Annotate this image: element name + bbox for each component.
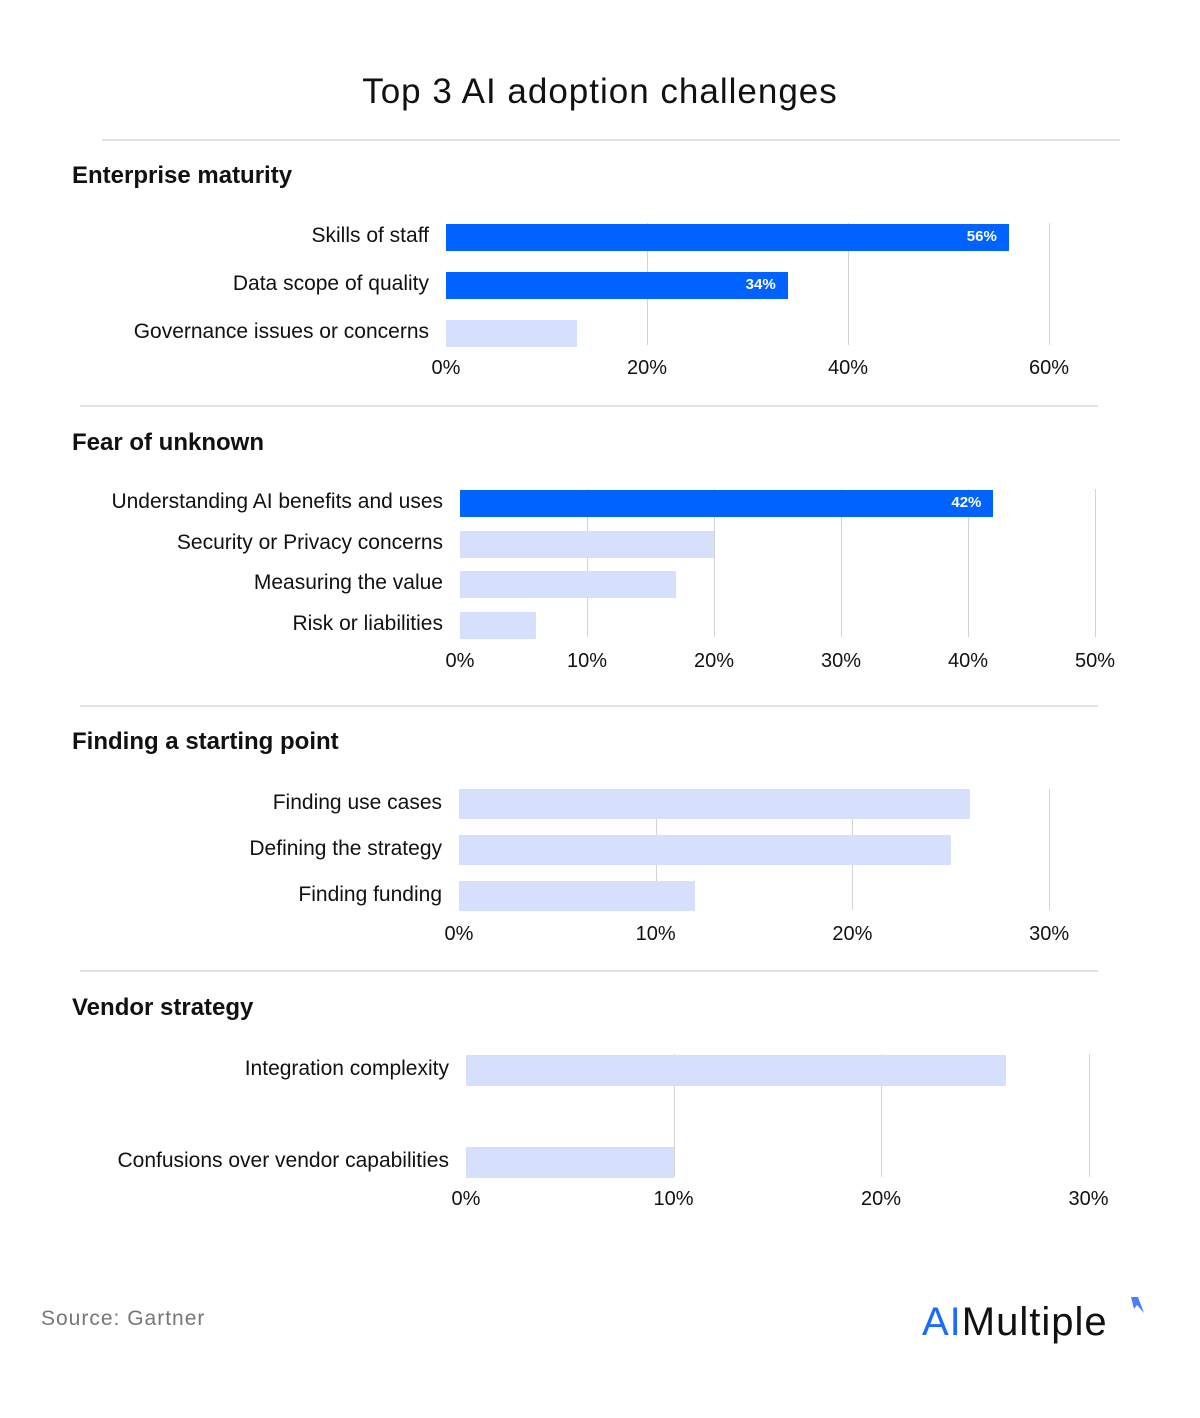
x-tick-label: 50%: [1074, 650, 1116, 672]
category-label: Integration complexity: [244, 1057, 449, 1080]
gridline: [673, 1054, 675, 1177]
logo-multiple: Multiple: [961, 1300, 1108, 1344]
gridline: [587, 489, 588, 637]
x-tick-label: 20%: [693, 650, 735, 672]
x-tick-label: 20%: [832, 923, 873, 945]
gridline: [714, 489, 715, 637]
x-tick-label: 0%: [445, 650, 475, 672]
panel-heading: Fear of unknown: [72, 429, 264, 456]
x-tick-label: 10%: [635, 923, 676, 945]
x-tick-label: 40%: [947, 650, 989, 672]
bar: [459, 835, 951, 865]
bar: [459, 789, 971, 819]
gridline: [841, 489, 842, 637]
category-label: Data scope of quality: [232, 272, 429, 295]
bar: [446, 271, 788, 299]
category-label: Finding funding: [298, 883, 442, 906]
x-tick-label: 0%: [431, 357, 461, 379]
panel-divider: [80, 405, 1098, 407]
panel-divider: [80, 705, 1098, 707]
category-label: Confusions over vendor capabilities: [117, 1149, 449, 1172]
chart-title: Top 3 AI adoption challenges: [362, 72, 838, 111]
bar: [466, 1146, 674, 1178]
gridline: [848, 223, 849, 345]
x-tick-label: 10%: [653, 1188, 694, 1210]
category-label: Finding use cases: [272, 791, 442, 814]
category-label: Understanding AI benefits and uses: [111, 490, 443, 513]
x-tick-label: 30%: [820, 650, 862, 672]
gridline: [1088, 1054, 1090, 1177]
bar: [446, 319, 577, 347]
bar: [466, 1054, 1006, 1086]
bar: [460, 530, 714, 558]
x-tick-label: 0%: [451, 1188, 481, 1210]
gridline: [1049, 223, 1050, 345]
data-label: 56%: [966, 228, 997, 245]
category-label: Measuring the value: [253, 571, 443, 594]
gridline: [1095, 489, 1096, 637]
bar: [460, 489, 994, 517]
x-tick-label: 40%: [827, 357, 869, 379]
x-tick-label: 30%: [1068, 1188, 1109, 1210]
gridline: [968, 489, 969, 637]
category-label: Risk or liabilities: [292, 612, 443, 635]
x-tick-label: 30%: [1029, 923, 1070, 945]
data-label: 34%: [745, 276, 776, 293]
bar: [460, 611, 537, 639]
bar: [459, 881, 696, 911]
gridline: [1049, 789, 1051, 910]
bar: [460, 570, 676, 598]
gridline: [881, 1054, 882, 1177]
panel-heading: Enterprise maturity: [72, 162, 293, 189]
category-label: Skills of staff: [311, 224, 430, 247]
aimultiple-logo: AIMultiple: [922, 1297, 1144, 1345]
title-divider: [102, 139, 1120, 141]
logo-spark-icon: [1131, 1297, 1144, 1313]
x-tick-label: 20%: [860, 1188, 902, 1210]
panel-divider: [80, 970, 1098, 972]
panel-heading: Finding a starting point: [72, 728, 339, 755]
category-label: Governance issues or concerns: [133, 320, 429, 343]
x-tick-label: 0%: [444, 923, 474, 945]
source-note: Source: Gartner: [41, 1307, 206, 1330]
bar: [446, 223, 1009, 251]
category-label: Defining the strategy: [249, 837, 442, 860]
logo-ai: AI: [922, 1300, 962, 1344]
category-label: Security or Privacy concerns: [176, 531, 443, 554]
x-tick-label: 20%: [626, 357, 668, 379]
x-tick-label: 60%: [1028, 357, 1070, 379]
panel-heading: Vendor strategy: [72, 994, 254, 1021]
x-tick-label: 10%: [566, 650, 608, 672]
data-label: 42%: [951, 494, 982, 511]
